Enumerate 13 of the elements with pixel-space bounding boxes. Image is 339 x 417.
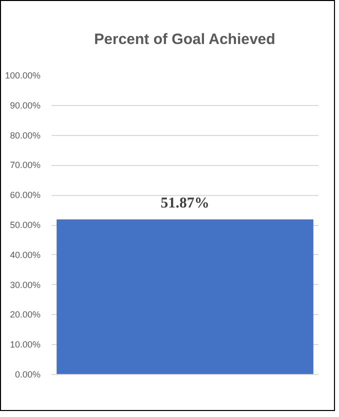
y-tick-label: 40.00% (10, 250, 41, 260)
y-tick-label: 20.00% (10, 310, 41, 320)
chart-title: Percent of Goal Achieved (94, 31, 276, 48)
y-tick-label: 90.00% (10, 100, 41, 110)
data-label: 51.87% (160, 195, 210, 212)
y-tick-label: 70.00% (10, 160, 41, 170)
y-tick-label: 80.00% (10, 130, 41, 140)
y-tick-label: 50.00% (10, 220, 41, 230)
y-tick-label: 10.00% (10, 340, 41, 350)
y-tick-label: 30.00% (10, 280, 41, 290)
y-tick-label: 0.00% (14, 370, 41, 380)
y-tick-label: 100.00% (4, 70, 40, 80)
y-tick-label: 60.00% (10, 190, 41, 200)
